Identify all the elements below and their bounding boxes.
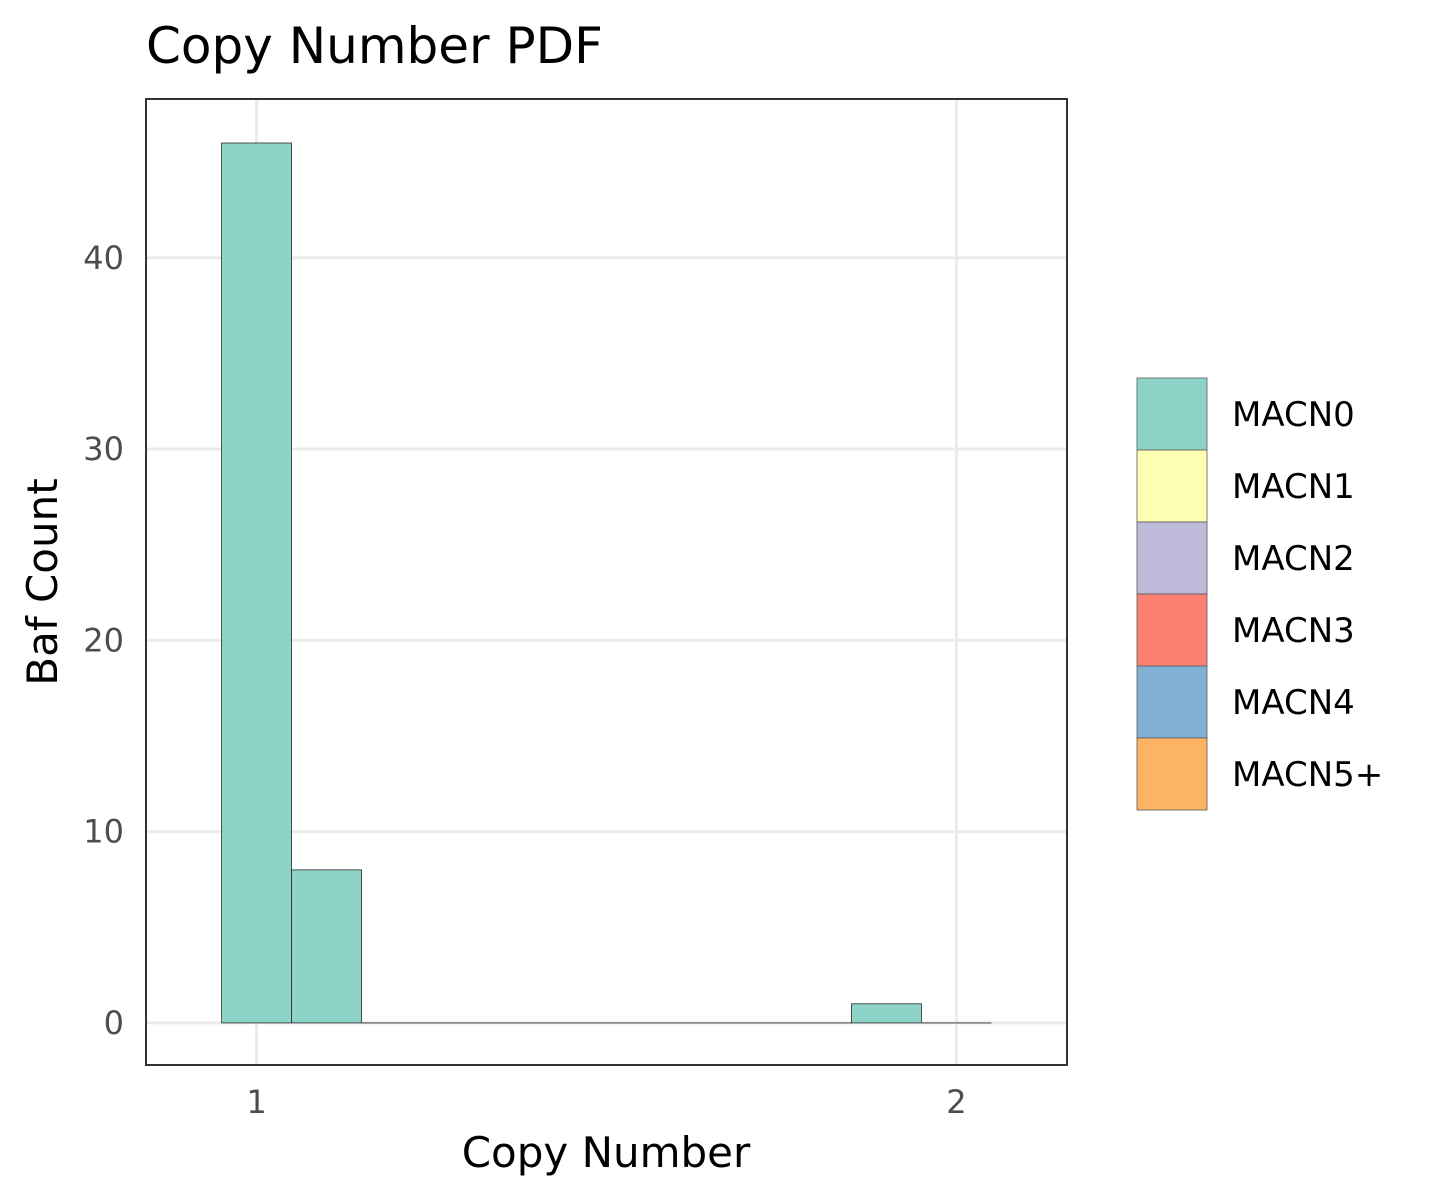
legend-key (1136, 665, 1208, 739)
legend-key (1136, 521, 1208, 595)
y-tick-label: 20 (83, 621, 124, 659)
legend-label: MACN4 (1232, 683, 1355, 723)
legend-label: MACN0 (1232, 395, 1355, 435)
legend-key (1136, 377, 1208, 451)
y-tick-label: 30 (83, 430, 124, 468)
y-axis-title: Baf Count (18, 478, 67, 685)
histogram-bar (291, 869, 362, 1024)
legend-label: MACN1 (1232, 467, 1355, 507)
x-axis-title: Copy Number (462, 1128, 751, 1177)
legend-key (1136, 737, 1208, 811)
legend-label: MACN3 (1232, 611, 1355, 651)
histogram-bars (221, 142, 992, 1024)
y-tick-label: 10 (83, 813, 124, 851)
legend-key (1136, 593, 1208, 667)
histogram-bar (851, 1003, 922, 1024)
legend-label: MACN5+ (1232, 755, 1383, 795)
y-tick-label: 0 (104, 1004, 124, 1042)
y-axis-ticks: 0 10 20 30 40 (83, 239, 124, 1042)
legend-key (1136, 449, 1208, 523)
chart-title: Copy Number PDF (146, 17, 603, 75)
legend-label: MACN2 (1232, 539, 1355, 579)
x-tick-label: 1 (246, 1083, 266, 1121)
x-tick-label: 2 (946, 1083, 966, 1121)
histogram-bar (221, 142, 292, 1024)
y-tick-label: 40 (83, 239, 124, 277)
legend: MACN0 MACN1 MACN2 MACN3 MACN4 MACN5+ (1136, 377, 1383, 811)
plot-panel-border (145, 98, 1068, 1066)
